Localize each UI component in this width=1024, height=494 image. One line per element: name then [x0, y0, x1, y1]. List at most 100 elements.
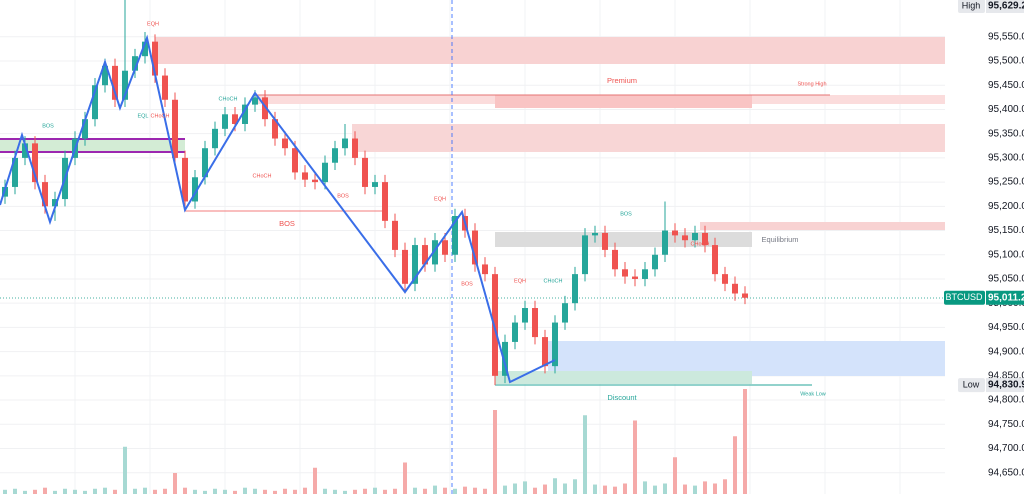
annotation: BOS — [461, 281, 473, 287]
annotation: Weak Low — [800, 391, 826, 397]
volume-bar — [613, 486, 617, 494]
tag-name: Low — [963, 379, 980, 389]
tag-name-box — [944, 290, 985, 305]
volume-bar — [123, 446, 127, 494]
price-scale — [945, 0, 1024, 494]
y-tick-label: 95,550.0 — [988, 31, 1024, 42]
candle-body — [422, 245, 428, 265]
volume-bar — [103, 487, 107, 494]
volume-bar — [253, 488, 257, 494]
zigzag — [0, 34, 556, 384]
demand-zone — [548, 341, 945, 376]
candle-body — [562, 303, 568, 323]
annotation: EQH — [147, 21, 159, 27]
volume-bar — [703, 481, 707, 494]
volume-bar — [203, 490, 207, 494]
volume-bar — [63, 488, 67, 494]
price-axis: 94,650.0 94,700.0 94,750.0 94,800.0 94,850.0… — [944, 0, 1024, 478]
candle-body — [632, 276, 638, 279]
tag-name: High — [962, 0, 981, 10]
annotation: Discount — [607, 393, 637, 402]
candle-body — [372, 182, 378, 187]
volume-bar — [463, 486, 467, 494]
volume-bar — [313, 467, 317, 494]
candle-body — [292, 148, 298, 173]
volume-bar — [153, 489, 157, 494]
volume-bar — [573, 479, 577, 494]
volume-bar — [533, 487, 537, 494]
annotation: BOS — [337, 193, 349, 199]
volume-bar — [643, 481, 647, 494]
candle-body — [262, 97, 268, 120]
candle-body — [282, 138, 288, 149]
annotation: Equilibrium — [761, 235, 798, 244]
y-tick-label: 94,700.0 — [988, 443, 1024, 454]
candle-body — [202, 148, 208, 178]
candle-body — [352, 138, 358, 158]
annotation: EQH — [434, 196, 446, 202]
candle-body — [412, 245, 418, 284]
candle-body — [672, 230, 678, 236]
candle-body — [682, 235, 688, 241]
candle-body — [402, 249, 408, 284]
y-tick-label: 94,900.0 — [988, 346, 1024, 357]
y-tick-label: 95,200.0 — [988, 201, 1024, 212]
candle-body — [602, 232, 608, 250]
volume-bar — [163, 488, 167, 494]
volume-bar — [733, 436, 737, 494]
candle-body — [392, 220, 398, 250]
candle-body — [132, 56, 138, 71]
volume-bar — [493, 410, 497, 494]
candle-body — [592, 232, 598, 236]
discount-zone — [495, 371, 752, 384]
tag-value: 94,830.9 — [988, 380, 1024, 391]
candle-body — [652, 254, 658, 270]
candle-body — [662, 230, 668, 255]
candle-body — [472, 230, 478, 265]
volume-bar — [293, 489, 297, 494]
supply-zone — [155, 37, 945, 64]
volume-bar — [503, 485, 507, 494]
candle-body — [732, 283, 738, 294]
candle-body — [502, 341, 508, 376]
y-tick-label: 95,500.0 — [988, 56, 1024, 67]
candle-body — [742, 293, 748, 298]
volume-bar — [13, 488, 17, 494]
volume-bar — [453, 488, 457, 494]
volume-bar — [183, 487, 187, 494]
volume-bar — [283, 488, 287, 494]
y-tick-label: 95,400.0 — [988, 104, 1024, 115]
supply-zone — [700, 222, 945, 230]
volume-bar — [393, 488, 397, 494]
volume-bar — [3, 489, 7, 494]
candle-body — [542, 337, 548, 367]
zones — [0, 0, 945, 494]
annotation: CHoCH — [544, 278, 563, 284]
candle-body — [32, 143, 38, 183]
grid — [0, 0, 945, 494]
y-tick-label: 95,100.0 — [988, 249, 1024, 260]
candle-body — [142, 41, 148, 57]
candle-body — [302, 172, 308, 180]
annotation: CHoCH — [691, 241, 710, 247]
volume-bar — [193, 489, 197, 494]
volume-bar — [483, 488, 487, 494]
candle-body — [452, 216, 458, 255]
volume-bar — [563, 483, 567, 494]
volume-bar — [673, 457, 677, 494]
tag-value-box — [986, 0, 1024, 13]
tag-value-box — [986, 290, 1024, 305]
candle-body — [212, 128, 218, 149]
tag-value-box — [986, 378, 1024, 393]
candle-body — [482, 264, 488, 275]
volume-bar — [233, 490, 237, 494]
candle-body — [532, 308, 538, 338]
y-tick-label: 95,150.0 — [988, 225, 1024, 236]
volume-bar — [323, 488, 327, 494]
volume-bar — [743, 389, 747, 494]
volume-bar — [133, 488, 137, 494]
y-tick-label: 95,050.0 — [988, 274, 1024, 285]
candle-body — [442, 240, 448, 255]
candle-body — [722, 274, 728, 284]
candle-body — [582, 235, 588, 275]
